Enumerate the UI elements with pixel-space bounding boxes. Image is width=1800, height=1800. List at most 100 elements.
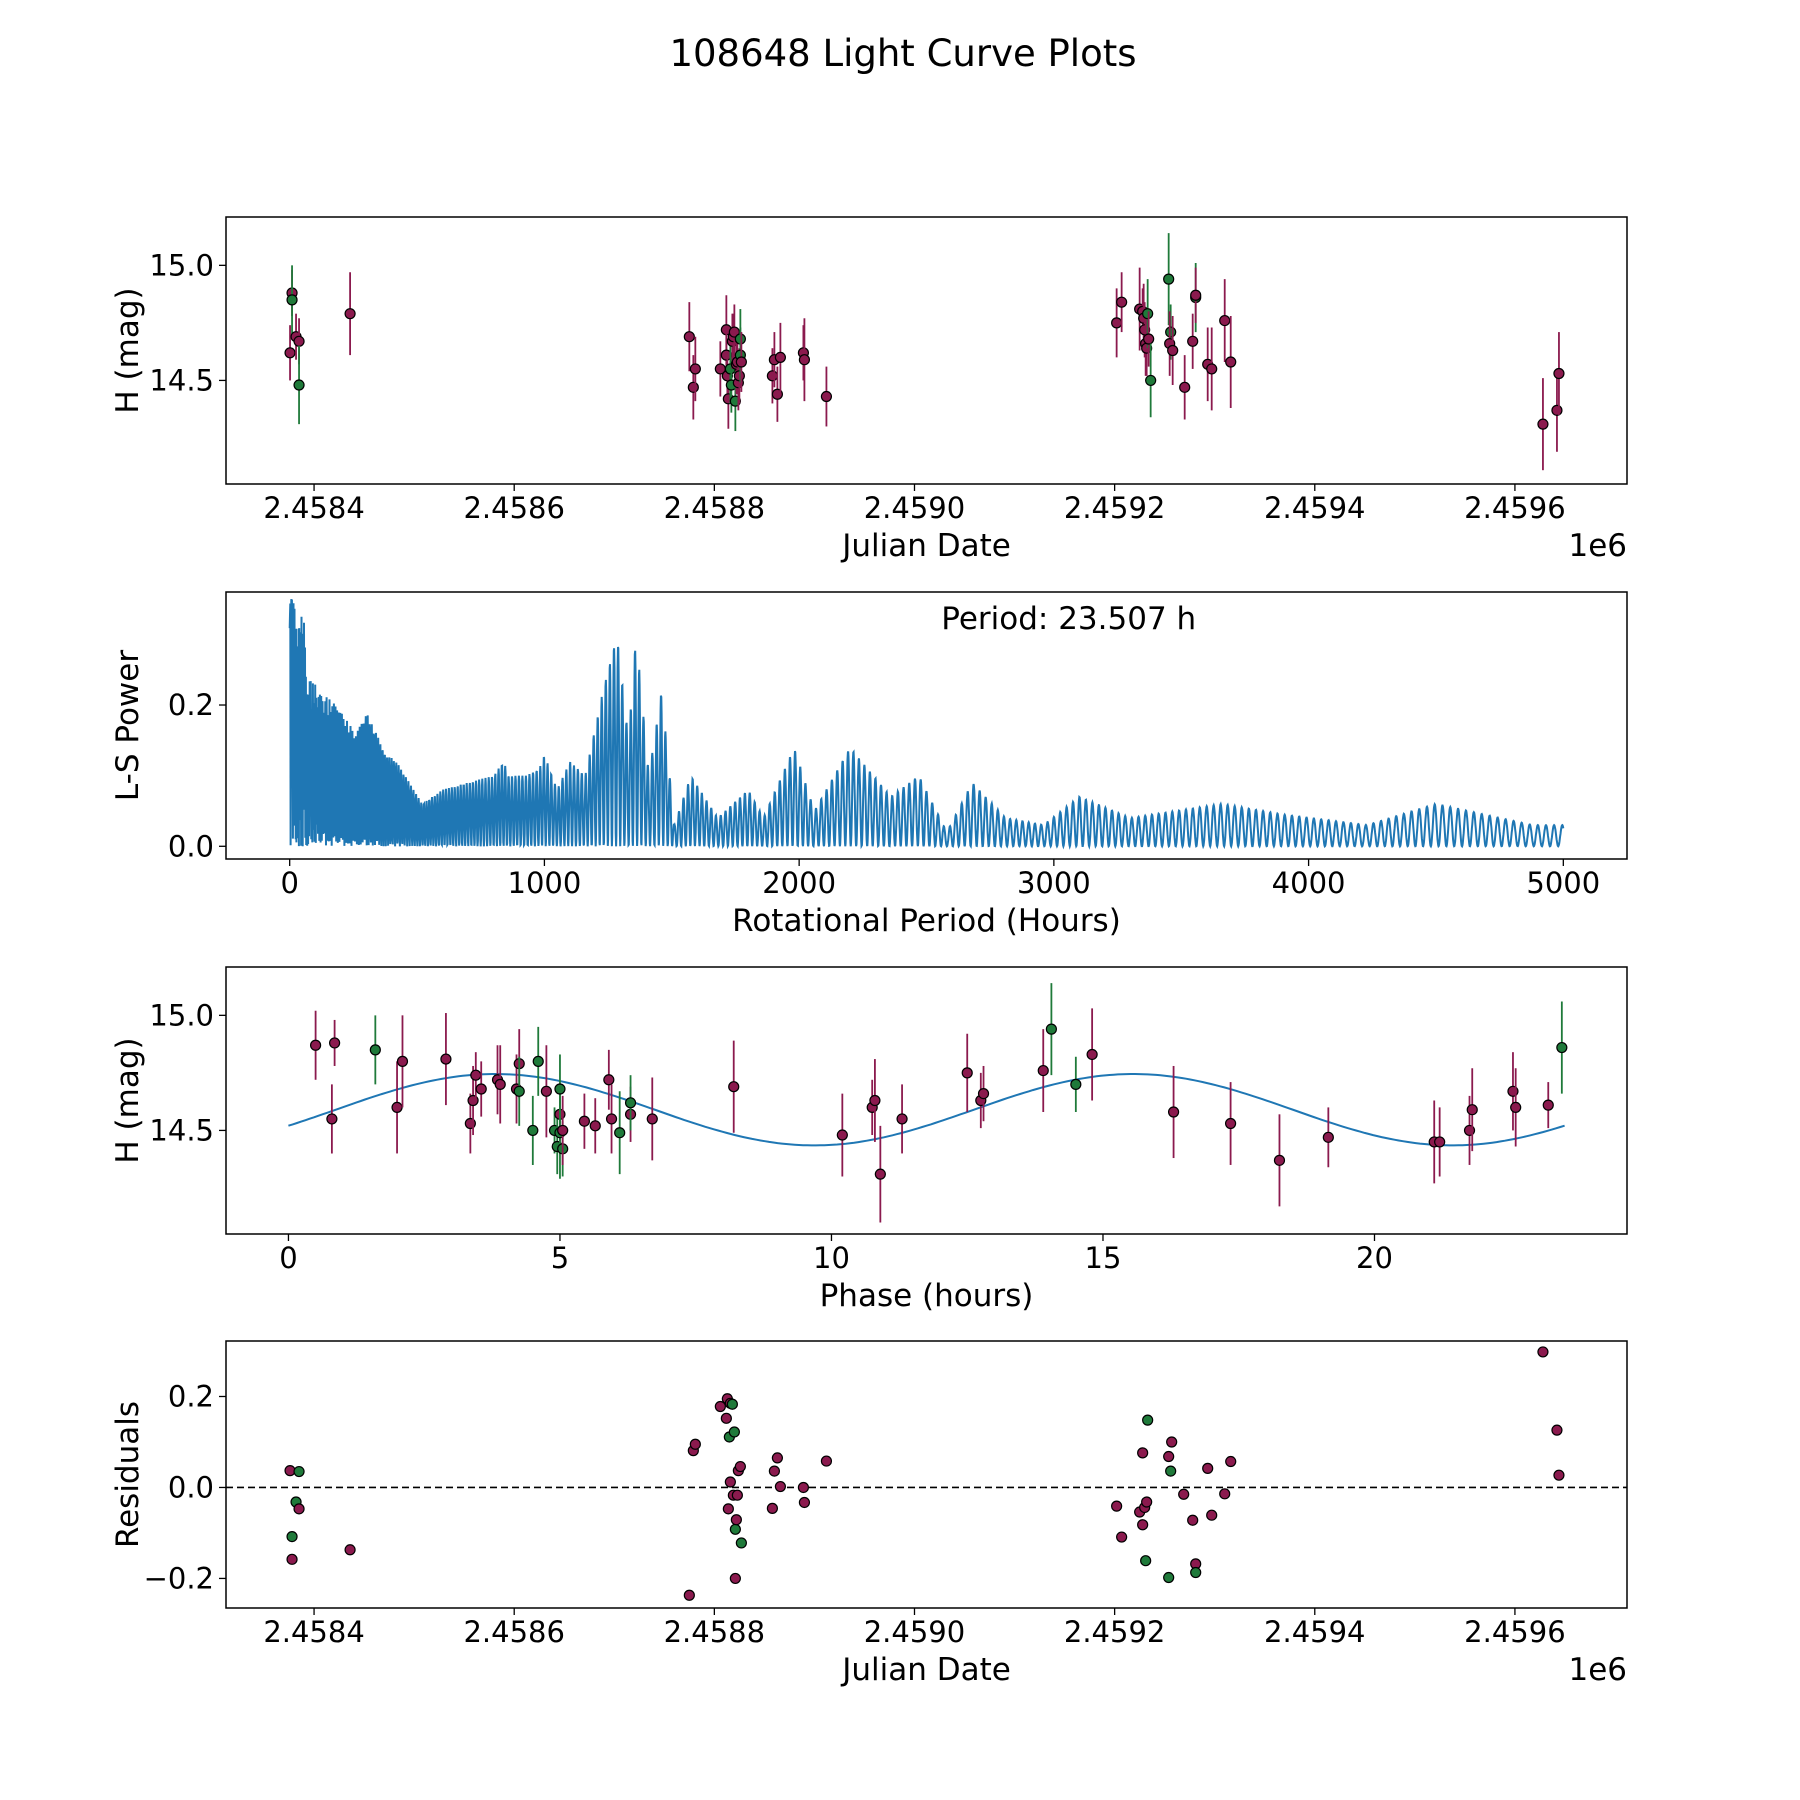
x-tick-label: 2.4594 [1264, 1615, 1365, 1649]
data-point [1142, 1414, 1154, 1426]
data-point [1202, 1462, 1214, 1474]
data-point [1551, 404, 1563, 416]
data-point [735, 1537, 747, 1549]
data-point [1165, 326, 1177, 338]
data-point [1542, 1099, 1554, 1111]
x-tick-label: 0 [279, 1241, 297, 1275]
x-tick-label: 2.4586 [463, 1615, 564, 1649]
figure-title: 108648 Light Curve Plots [669, 32, 1136, 75]
data-point [896, 1113, 908, 1125]
data-point [1086, 1048, 1098, 1061]
data-point [1116, 1531, 1128, 1543]
data-point [683, 1589, 695, 1601]
data-point [820, 390, 833, 403]
data-point [475, 1083, 487, 1095]
x-tick-label: 2.4596 [1464, 1615, 1565, 1649]
data-point [1167, 1106, 1180, 1118]
lightcurve-x-axis-label: Julian Date [840, 528, 1011, 564]
data-point [1219, 314, 1231, 327]
data-point [771, 1452, 783, 1464]
x-tick-label: 4000 [1272, 866, 1346, 900]
y-tick-label: 15.0 [149, 998, 214, 1032]
data-point [731, 1489, 743, 1501]
x-tick-label: 2.4596 [1464, 491, 1565, 525]
data-point [1137, 1519, 1149, 1531]
residuals-plot-area [226, 1346, 1627, 1601]
data-point [1070, 1078, 1082, 1090]
data-point [1163, 273, 1175, 285]
y-tick-label: 0.2 [168, 1379, 214, 1413]
lightcurve-axes-frame [225, 216, 1628, 485]
x-tick-label: 2.4590 [864, 491, 965, 525]
data-point [286, 1530, 298, 1543]
data-point [728, 1426, 740, 1438]
data-point [557, 1124, 569, 1137]
data-point [726, 1398, 738, 1410]
data-point [1206, 1509, 1218, 1521]
data-point [284, 347, 296, 359]
x-tick-label: 15 [1085, 1241, 1122, 1275]
x-tick-label: 2.4594 [1264, 491, 1365, 525]
data-point [1179, 381, 1191, 393]
data-point [470, 1069, 482, 1081]
data-point [798, 1496, 811, 1509]
data-point [1166, 1436, 1178, 1448]
residuals-axes-frame [225, 1340, 1628, 1609]
data-point [396, 1055, 409, 1067]
data-point [527, 1124, 539, 1137]
data-point [326, 1113, 338, 1125]
data-point [720, 349, 732, 361]
data-point [735, 356, 747, 368]
x-tick-label: 5000 [1526, 866, 1600, 900]
phase-panel: 0 5 10 15 20 14.5 15.0 Phase (hours) H (mag) [110, 966, 1628, 1314]
x-tick-label: 2.4592 [1064, 491, 1165, 525]
data-point [1116, 296, 1128, 308]
y-tick-label: 14.5 [149, 1113, 214, 1147]
data-point [293, 1465, 305, 1478]
data-point [1187, 335, 1199, 347]
periodogram-axes-frame [225, 591, 1628, 860]
data-point [554, 1083, 566, 1095]
periodogram-panel: 0 1000 2000 3000 4000 5000 0.0 0.2 Rotational Pe… [110, 591, 1628, 939]
data-point [603, 1074, 615, 1086]
x-tick-label: 2.4588 [664, 491, 765, 525]
data-point [1225, 1455, 1237, 1468]
data-point [774, 1480, 786, 1493]
data-point [1045, 1023, 1057, 1035]
data-point [293, 1503, 305, 1515]
x-tick-label: 0 [280, 866, 298, 900]
periodogram-plot-area [288, 599, 1565, 850]
data-point [1111, 317, 1123, 329]
phase-x-axis-label: Phase (hours) [820, 1278, 1034, 1314]
data-point [1219, 1488, 1231, 1500]
data-point [874, 1168, 886, 1180]
data-point [687, 381, 699, 393]
periodogram-y-axis-label: L-S Power [110, 650, 146, 801]
data-point [494, 1078, 506, 1090]
data-point [1141, 1496, 1153, 1508]
x-tick-label: 5 [551, 1241, 569, 1275]
data-point [1163, 1571, 1175, 1584]
data-point [729, 1572, 741, 1585]
data-point [1167, 344, 1179, 357]
x-tick-label: 2.4584 [263, 1615, 364, 1649]
data-point [683, 331, 695, 343]
x-tick-label: 2.4592 [1064, 1615, 1165, 1649]
lightcurve-y-axis-label: H (mag) [110, 287, 146, 413]
data-point [1273, 1154, 1286, 1166]
data-point [1553, 367, 1565, 380]
y-tick-label: 15.0 [149, 248, 214, 282]
data-point [766, 1502, 778, 1514]
y-tick-label: −0.2 [144, 1561, 214, 1595]
data-point [774, 351, 786, 364]
data-point [293, 335, 305, 347]
x-offset-label: 1e6 [1568, 528, 1627, 564]
data-point [689, 363, 701, 375]
data-point [729, 1523, 741, 1535]
data-point [1553, 1469, 1565, 1481]
data-point [1206, 363, 1218, 375]
data-point [440, 1053, 452, 1065]
x-tick-label: 2.4590 [864, 1615, 965, 1649]
data-point [391, 1101, 403, 1114]
x-tick-label: 2.4584 [263, 491, 364, 525]
